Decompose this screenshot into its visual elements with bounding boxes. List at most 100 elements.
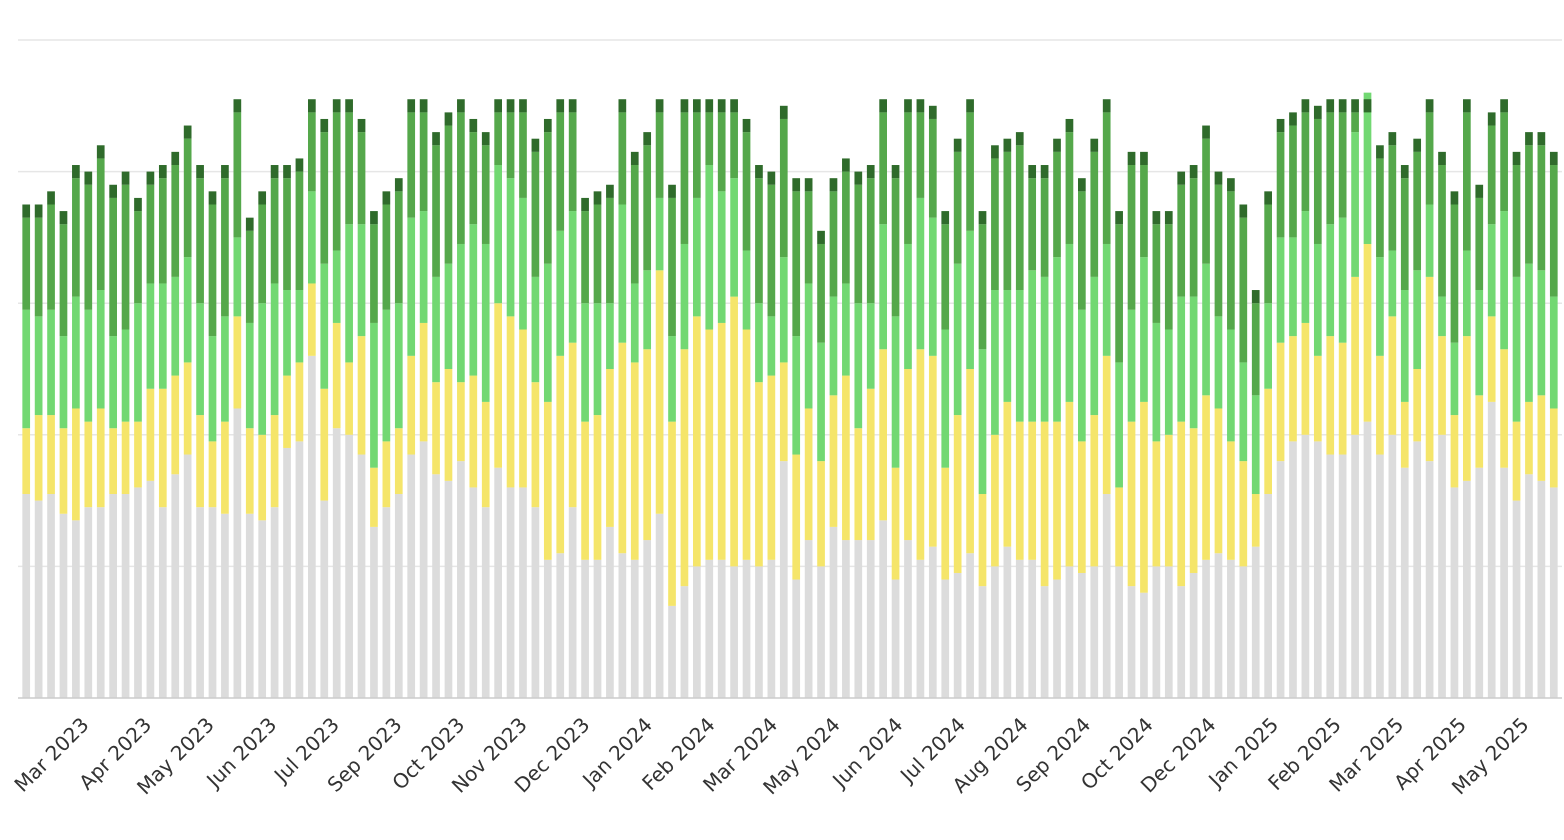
bar-grey-71 <box>904 540 912 698</box>
bar-light-green-113 <box>1425 204 1434 277</box>
bar-dark-green-94 <box>1189 178 1198 297</box>
bar-grey-117 <box>1475 467 1484 698</box>
bar-yellow-60 <box>767 375 776 560</box>
bar-dark-green-116 <box>1463 112 1471 251</box>
bar-light-green-72 <box>916 197 925 350</box>
bar-cap-116 <box>1463 99 1471 113</box>
bar-cap-64 <box>817 230 825 244</box>
bar-cap-89 <box>1127 151 1136 166</box>
bar-cap-1 <box>34 204 43 218</box>
bar-grey-74 <box>941 579 950 698</box>
bar-yellow-11 <box>158 388 167 508</box>
bar-light-green-33 <box>432 276 440 383</box>
bar-yellow-108 <box>1363 243 1372 422</box>
bar-cap-13 <box>183 125 192 139</box>
bar-yellow-93 <box>1177 421 1186 587</box>
bar-light-green-87 <box>1102 243 1111 356</box>
bar-light-green-71 <box>904 243 912 369</box>
bar-cap-59 <box>755 165 763 179</box>
bar-yellow-83 <box>1053 421 1061 580</box>
bar-dark-green-60 <box>767 184 776 317</box>
bar-yellow-33 <box>432 382 440 475</box>
bar-yellow-21 <box>283 375 291 448</box>
bar-grey-111 <box>1400 467 1409 698</box>
bar-yellow-1 <box>34 415 43 501</box>
bar-grey-108 <box>1363 421 1372 698</box>
bar-light-green-115 <box>1450 342 1459 416</box>
bar-yellow-123 <box>1549 408 1558 488</box>
bar-yellow-96 <box>1214 408 1223 554</box>
bar-cap-93 <box>1177 171 1186 185</box>
bar-yellow-50 <box>643 349 652 541</box>
bar-yellow-28 <box>370 467 378 527</box>
bar-grey-93 <box>1177 586 1186 698</box>
bar-yellow-57 <box>730 296 738 567</box>
bar-grey-119 <box>1500 467 1508 698</box>
bar-dark-green-45 <box>581 211 589 304</box>
bar-light-green-14 <box>196 303 204 416</box>
bar-cap-53 <box>680 99 689 113</box>
bar-light-green-28 <box>370 322 378 468</box>
bar-grey-75 <box>953 572 962 698</box>
bar-cap-57 <box>730 99 738 113</box>
bar-cap-108 <box>1363 99 1372 113</box>
bar-light-green-1 <box>34 316 43 416</box>
bar-grey-55 <box>705 559 714 698</box>
bar-light-green-69 <box>879 224 887 350</box>
bar-cap-85 <box>1078 178 1086 192</box>
bar-grey-43 <box>556 553 565 698</box>
bar-light-green-94 <box>1189 296 1198 429</box>
bar-grey-69 <box>879 520 887 698</box>
bar-dark-green-114 <box>1438 165 1446 297</box>
bar-light-green-101 <box>1276 237 1285 343</box>
bar-cap-5 <box>84 171 93 185</box>
bar-cap-101 <box>1276 118 1285 133</box>
bar-yellow-4 <box>72 408 80 521</box>
bar-light-green-17 <box>233 237 242 317</box>
bar-light-green-65 <box>829 296 838 396</box>
bar-yellow-120 <box>1512 421 1521 501</box>
bar-dark-green-33 <box>432 145 440 277</box>
bar-dark-green-90 <box>1140 165 1148 258</box>
bar-yellow-97 <box>1227 441 1235 560</box>
bar-dark-green-117 <box>1475 197 1484 291</box>
bar-yellow-101 <box>1276 342 1285 462</box>
bar-dark-green-101 <box>1276 132 1285 238</box>
bar-cap-19 <box>258 191 267 205</box>
bar-dark-green-16 <box>221 178 229 317</box>
bar-grey-25 <box>332 428 341 698</box>
bar-grey-44 <box>568 507 577 698</box>
bar-yellow-66 <box>842 375 850 541</box>
bar-grey-109 <box>1376 454 1384 698</box>
bar-dark-green-42 <box>543 132 552 264</box>
bar-cap-83 <box>1053 138 1061 152</box>
bar-light-green-41 <box>531 276 540 383</box>
bar-cap-122 <box>1537 132 1546 146</box>
bar-yellow-62 <box>792 454 801 580</box>
bar-cap-107 <box>1351 99 1359 113</box>
bar-grey-58 <box>742 559 751 698</box>
bar-light-green-74 <box>941 329 950 468</box>
bar-dark-green-93 <box>1177 184 1186 297</box>
bar-yellow-59 <box>755 382 763 567</box>
bar-yellow-10 <box>146 388 155 481</box>
bar-light-green-36 <box>469 224 478 376</box>
bar-light-green-55 <box>705 165 714 330</box>
bar-dark-green-40 <box>519 112 527 198</box>
bar-grey-105 <box>1326 454 1335 698</box>
bar-dark-green-9 <box>134 211 142 304</box>
bar-yellow-26 <box>345 362 353 435</box>
bar-grey-57 <box>730 566 738 698</box>
bar-light-green-107 <box>1351 132 1359 277</box>
bar-cap-6 <box>96 145 105 159</box>
bar-yellow-65 <box>829 395 838 527</box>
bar-light-green-97 <box>1227 329 1235 442</box>
bar-dark-green-80 <box>1015 145 1024 291</box>
bar-grey-78 <box>991 566 999 698</box>
bar-cap-55 <box>705 99 714 113</box>
bar-grey-34 <box>444 480 453 698</box>
bar-light-green-100 <box>1264 303 1272 389</box>
bar-cap-77 <box>978 211 987 225</box>
bar-yellow-17 <box>233 316 242 409</box>
